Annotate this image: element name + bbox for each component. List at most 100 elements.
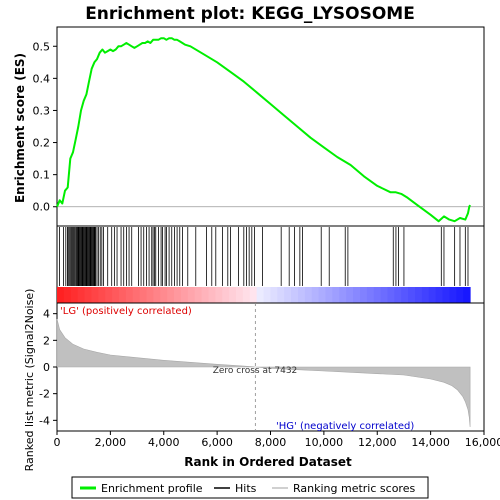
rank-color-segment-52 [415,287,423,303]
xtick-label-5: 10,000 [305,436,344,449]
rank-color-segment-41 [339,287,347,303]
es-ytick-label-3: 0.3 [33,104,51,117]
rank-color-segment-44 [359,287,368,303]
negative-correlation-label: 'HG' (negatively correlated) [276,421,414,432]
rank-color-segment-59 [463,287,471,303]
rank-color-segment-13 [146,287,154,303]
es-frame [56,26,485,227]
ranking-metric-area [56,318,471,428]
metric-ylabel: Ranked list metric (Signal2Noise) [23,289,36,472]
rank-color-segment-33 [284,287,292,303]
es-ytick-label-5: 0.5 [33,40,51,53]
legend-label-hits: Hits [235,482,257,495]
rank-color-segment-17 [174,287,182,303]
rank-color-segment-23 [215,287,223,303]
rank-color-segment-7 [105,287,113,303]
rank-color-segment-42 [346,287,354,303]
rank-color-segment-1 [63,287,72,303]
rank-color-segment-30 [263,287,271,303]
metric-panel: -4 -2 0 2 4 [39,302,485,432]
rank-color-segment-11 [132,287,141,303]
rank-color-segment-18 [180,287,189,303]
rank-color-segment-50 [401,287,409,303]
rank-color-segment-14 [153,287,161,303]
rank-color-segment-15 [160,287,168,303]
rank-color-segment-51 [408,287,416,303]
metric-ytick-label-3: 2 [43,334,50,347]
es-ytick-label-2: 0.2 [33,137,51,150]
rank-color-segment-57 [449,287,457,303]
es-ylabel: Enrichment score (ES) [13,53,27,203]
rank-color-segment-25 [229,287,237,303]
xtick-label-1: 2,000 [95,436,127,449]
legend-label-ranking-metric: Ranking metric scores [293,482,415,495]
es-ytick-label-0: 0.0 [33,201,51,214]
metric-ytick-label-0: -4 [39,414,50,427]
rank-color-segment-31 [270,287,278,303]
rank-color-segment-35 [297,287,306,303]
es-ytick-label-4: 0.4 [33,72,51,85]
rank-color-segment-10 [125,287,134,303]
chart-title: Enrichment plot: KEGG_LYSOSOME [85,4,415,24]
rank-color-segment-22 [208,287,216,303]
rank-color-segment-54 [428,287,437,303]
rank-color-segment-2 [70,287,79,303]
rank-color-segment-20 [194,287,203,303]
xtick-label-6: 12,000 [358,436,397,449]
rank-color-segment-34 [291,287,299,303]
hits-panel [56,225,485,304]
xtick-label-0: 0 [54,436,61,449]
xtick-label-7: 14,000 [411,436,450,449]
rank-color-segment-39 [325,287,333,303]
rank-color-segment-48 [387,287,395,303]
rank-color-segment-26 [236,287,244,303]
legend-box [71,476,429,499]
rank-color-segment-28 [249,287,258,303]
rank-color-segment-40 [332,287,340,303]
rank-color-segment-8 [112,287,120,303]
rank-color-segment-9 [118,287,127,303]
xtick-label-3: 6,000 [201,436,233,449]
rank-color-segment-56 [442,287,450,303]
es-ytick-label-1: 0.1 [33,169,51,182]
legend: Enrichment profile Hits Ranking metric s… [71,476,429,499]
rank-color-segment-47 [380,287,388,303]
positive-correlation-label: 'LG' (positively correlated) [60,306,192,317]
rank-color-segment-38 [318,287,327,303]
xtick-label-8: 16,000 [465,436,500,449]
rank-color-segment-46 [373,287,382,303]
metric-ytick-label-4: 4 [43,308,50,321]
rank-color-segment-5 [91,287,99,303]
rank-color-segment-29 [256,287,265,303]
x-axis: 0 2,000 4,000 6,000 8,000 10,000 12,000 14,000 1… [54,431,500,449]
rank-color-segment-45 [366,287,375,303]
rank-color-segment-58 [456,287,464,303]
legend-label-enrichment-profile: Enrichment profile [101,482,203,495]
xtick-label-2: 4,000 [148,436,180,449]
rank-color-segment-4 [84,287,92,303]
rank-color-segment-16 [167,287,175,303]
metric-ytick-label-2: 0 [43,361,50,374]
rank-color-segment-3 [77,287,86,303]
rank-color-segment-53 [421,287,430,303]
rank-color-segment-55 [435,287,444,303]
enrichment-profile-line [56,37,471,223]
rank-color-segment-27 [242,287,251,303]
rank-color-segment-24 [222,287,230,303]
rank-color-segment-37 [311,287,320,303]
rank-color-segment-21 [201,287,209,303]
rank-color-segment-36 [304,287,313,303]
rank-color-segment-12 [139,287,148,303]
xtick-label-4: 8,000 [255,436,287,449]
x-axis-label: Rank in Ordered Dataset [184,455,352,469]
rank-color-segment-6 [98,287,106,303]
zero-cross-label: Zero cross at 7432 [213,366,298,376]
rank-color-segment-43 [353,287,361,303]
rank-color-segment-0 [57,287,65,303]
metric-ytick-label-1: -2 [39,388,50,401]
rank-color-segment-32 [277,287,285,303]
es-panel: 0.0 0.1 0.2 0.3 0.4 0.5 [33,26,485,227]
rank-color-segment-49 [394,287,402,303]
rank-color-segment-19 [187,287,196,303]
